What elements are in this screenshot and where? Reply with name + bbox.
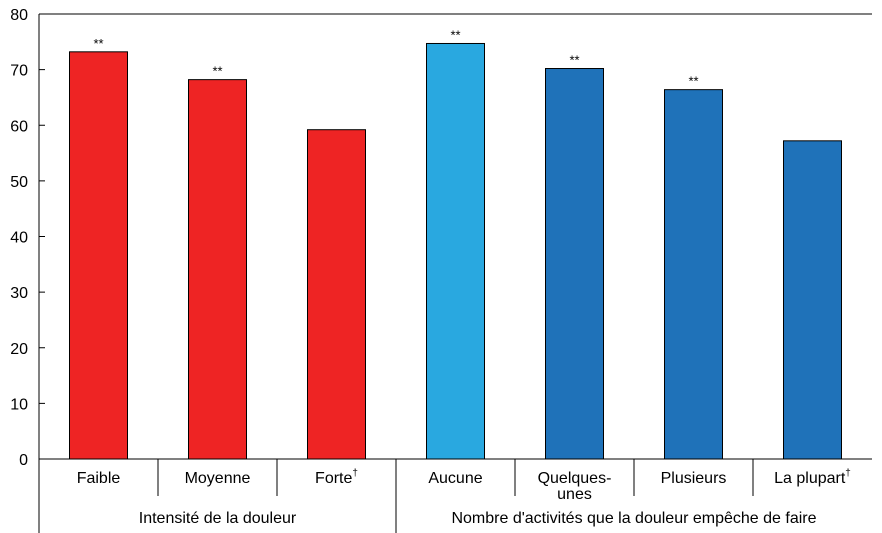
y-tick-label: 40 bbox=[10, 230, 28, 247]
significance-label: ** bbox=[450, 27, 460, 42]
y-tick-label: 20 bbox=[10, 341, 28, 358]
category-label: Forte† bbox=[315, 468, 358, 487]
y-tick-label: 70 bbox=[10, 63, 28, 80]
bar bbox=[69, 51, 128, 460]
y-tick-label: 60 bbox=[10, 118, 28, 135]
y-tick-label: 10 bbox=[10, 396, 28, 413]
category-label: Moyenne bbox=[185, 470, 251, 487]
y-tick-label: 0 bbox=[19, 452, 28, 469]
category-label: Quelques-unes bbox=[538, 470, 612, 503]
group-label: Nombre d'activités que la douleur empêch… bbox=[451, 510, 816, 527]
bar bbox=[426, 42, 485, 460]
y-tick-label: 80 bbox=[10, 7, 28, 24]
x-axis: Faible Moyenne Forte† Aucune Quelques-unes Pl… bbox=[39, 458, 872, 533]
significance-label: ** bbox=[93, 36, 103, 51]
significance-label: ** bbox=[688, 74, 698, 89]
category-groups: Intensité de la douleur Nombre d'activité… bbox=[139, 510, 817, 527]
y-tick-label: 30 bbox=[10, 285, 28, 302]
bars bbox=[69, 42, 842, 460]
category-label: Plusieurs bbox=[661, 470, 727, 487]
significance-labels: ** ** ** ** ** bbox=[93, 27, 698, 88]
bar bbox=[664, 89, 723, 460]
y-axis: 0 10 20 30 40 50 60 70 80 bbox=[10, 7, 872, 533]
bar bbox=[188, 79, 247, 460]
group-label: Intensité de la douleur bbox=[139, 510, 297, 527]
category-label: Aucune bbox=[428, 470, 482, 487]
significance-label: ** bbox=[212, 64, 222, 79]
category-label: La plupart† bbox=[774, 468, 851, 487]
category-label: Faible bbox=[77, 470, 121, 487]
bar bbox=[545, 68, 604, 460]
bar bbox=[783, 140, 842, 460]
significance-label: ** bbox=[569, 53, 579, 68]
bar bbox=[307, 129, 366, 460]
y-tick-label: 50 bbox=[10, 174, 28, 191]
